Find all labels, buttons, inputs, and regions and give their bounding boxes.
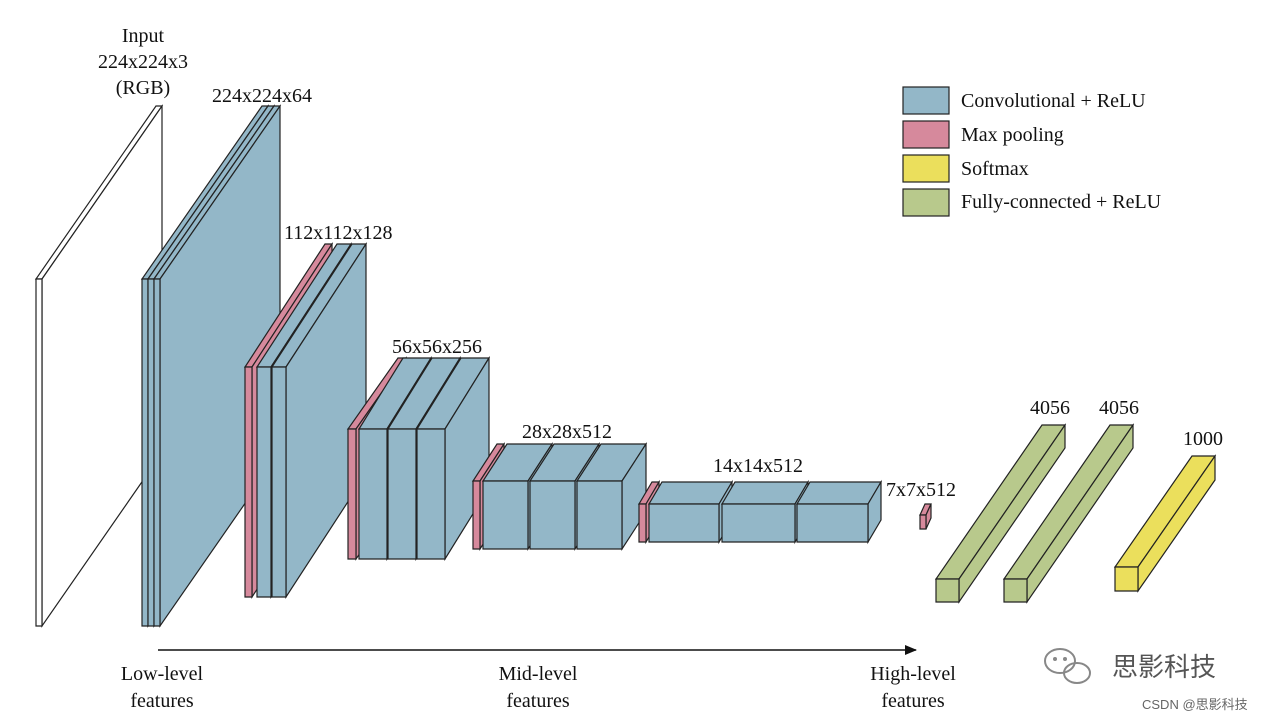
fc2-block [1002,423,1135,604]
conv3-1-front-face [358,428,388,560]
axis-low-line2: features [130,690,194,712]
legend-label-conv: Convolutional + ReLU [961,90,1146,112]
legend-label-softmax: Softmax [961,158,1029,180]
pool2-front-face [347,428,357,560]
pool1-front-face [244,366,253,598]
stage4-dim-label: 28x28x512 [522,421,612,443]
input-label-line2: 224x224x3 [98,51,188,73]
pool3-front-face [472,480,481,550]
input-label: Input 224x224x3 (RGB) [98,25,188,99]
watermark: 思影科技 CSDN @思影科技 [1044,648,1248,712]
conv2-2-front-face [271,366,287,598]
conv4-2-front-face [529,480,576,550]
conv4-3-block [575,441,648,552]
conv2-1-front-face [256,366,272,598]
fc2-dim-label: 4056 [1099,397,1139,419]
conv4-1-front-face [482,480,529,550]
input-label-line3: (RGB) [116,77,170,99]
pool5-block [919,503,932,530]
legend-swatch-softmax [902,154,950,183]
legend-swatch-pool [902,120,950,149]
axis-label-high: High-level features [870,663,956,712]
conv5-2-front-face [721,503,796,543]
pool4-front-face [638,503,647,543]
axis-high-line2: features [881,690,945,712]
axis-high-line1: High-level [870,663,956,685]
stage2-dim-label: 112x112x128 [284,222,393,244]
conv5-2-top-face [720,481,810,505]
conv5-2-block [720,479,810,545]
stage5-dim-label: 14x14x512 [713,455,803,477]
axis-mid-line2: features [506,690,570,712]
axis-low-line1: Low-level [121,663,204,685]
fc2-front-face [1003,578,1028,603]
watermark-brand: 思影科技 [1112,653,1216,683]
conv4-3-front-face [576,480,623,550]
stage6-dim-label: 7x7x512 [886,479,956,501]
conv1-1-front-face [141,278,149,627]
conv5-1-block [647,479,734,545]
input-label-line1: Input [122,25,165,47]
input-plane-block [34,104,164,628]
pool5-front-face [919,514,927,530]
axis-mid-line1: Mid-level [499,663,578,685]
conv5-1-top-face [647,481,734,505]
axis-label-low: Low-level features [121,663,204,712]
legend-swatch-conv [902,86,950,115]
stage1-dim-label: 224x224x64 [212,85,312,107]
conv3-2-front-face [387,428,417,560]
conv5-3-front-face [796,503,869,543]
conv3-3-front-face [416,428,446,560]
fc1-dim-label: 4056 [1030,397,1070,419]
fc3-softmax-block [1113,454,1217,593]
legend-label-fc: Fully-connected + ReLU [961,191,1162,213]
conv1-3-front-face [153,278,161,627]
conv1-2-front-face [147,278,155,627]
input-plane-front-face [35,278,43,627]
conv5-1-front-face [648,503,720,543]
layer-blocks [34,104,1217,628]
wechat-icon [1044,648,1091,684]
watermark-footer: CSDN @思影科技 [1142,697,1248,712]
fc3-softmax-front-face [1114,566,1139,592]
conv5-3-block [795,479,883,545]
conv5-3-top-face [795,481,883,505]
conv2-2-block [270,241,368,600]
conv3-3-block [415,355,491,562]
legend: Convolutional + ReLU Max pooling Softmax… [902,86,1162,217]
axis-label-mid: Mid-level features [499,663,578,712]
fc1-block [934,423,1067,604]
fc3-dim-label: 1000 [1183,428,1223,450]
legend-label-pool: Max pooling [961,124,1064,146]
fc1-front-face [935,578,960,603]
legend-swatch-fc [902,188,950,217]
stage3-dim-label: 56x56x256 [392,336,482,358]
